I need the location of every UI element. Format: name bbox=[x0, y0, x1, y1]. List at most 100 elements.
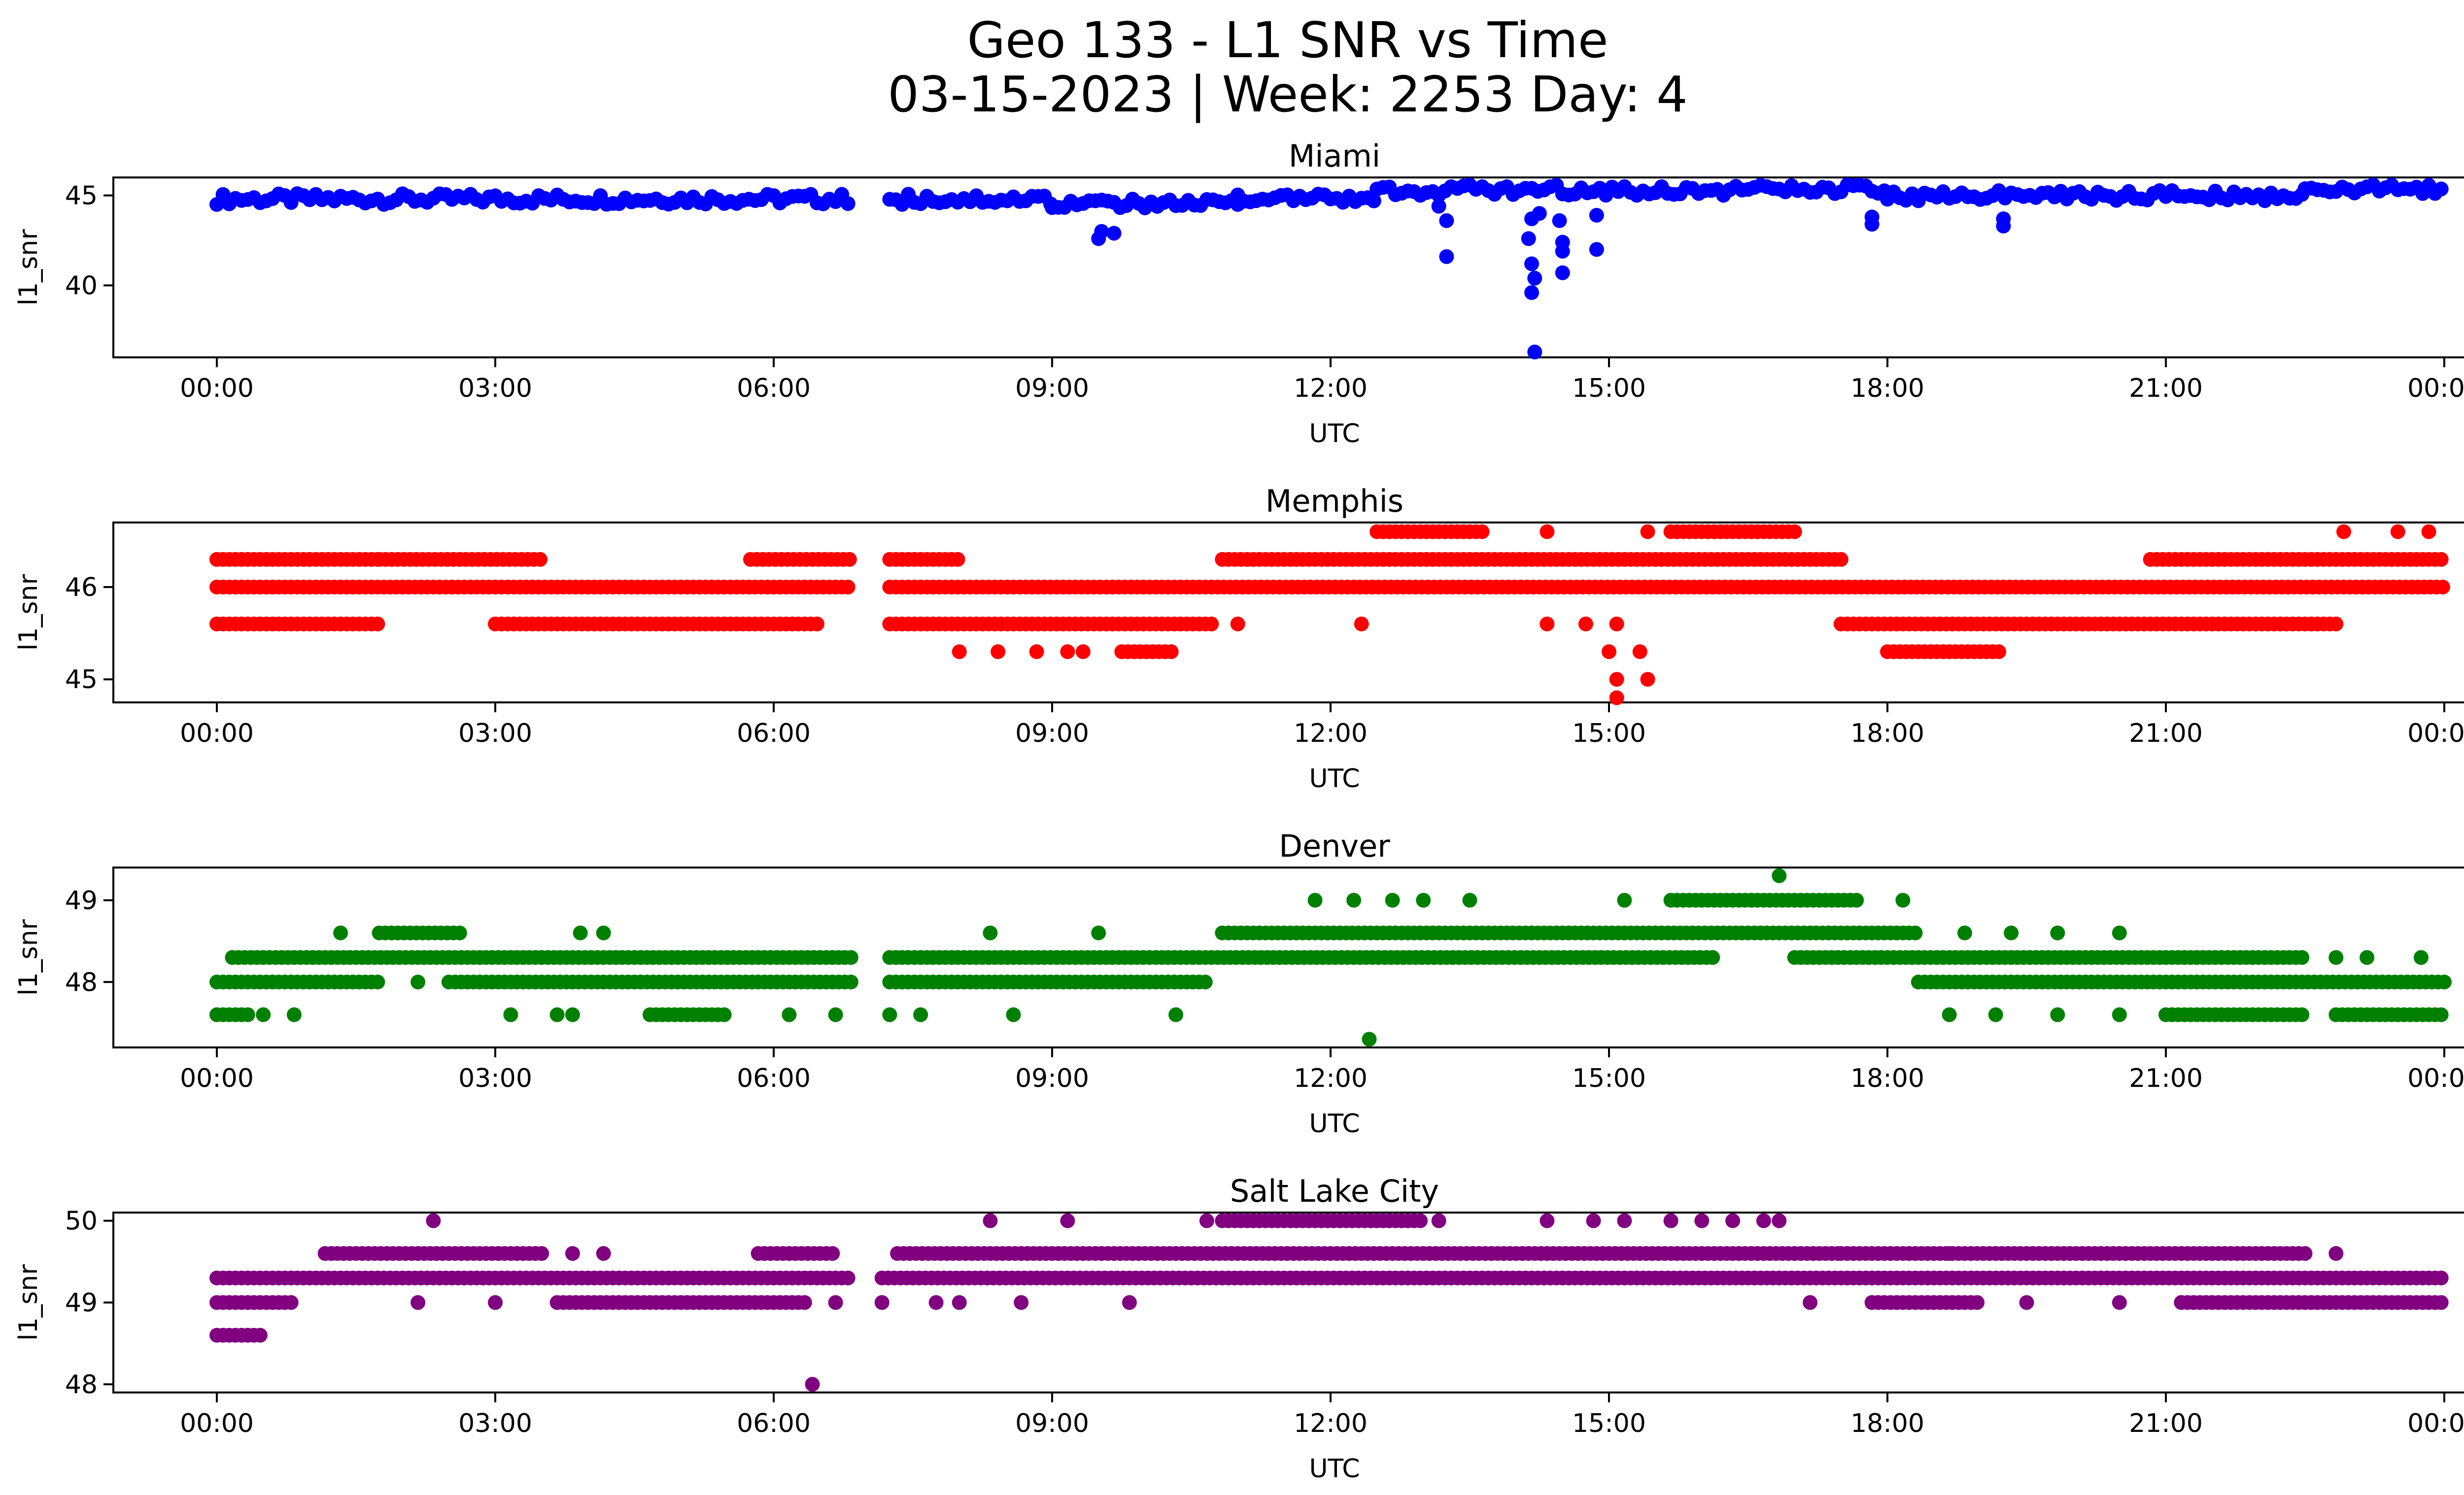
data-point bbox=[1006, 1007, 1021, 1022]
data-point bbox=[1849, 893, 1864, 908]
data-point bbox=[843, 974, 858, 990]
x-tick-label: 15:00 bbox=[1572, 374, 1646, 403]
data-point bbox=[1366, 193, 1381, 209]
data-point bbox=[1640, 524, 1655, 539]
data-point bbox=[1527, 345, 1542, 360]
plot-frame bbox=[112, 1212, 2464, 1393]
data-point bbox=[1988, 1007, 2003, 1022]
data-point bbox=[1413, 1213, 1428, 1228]
data-point bbox=[549, 1007, 565, 1022]
y-axis-label: l1_snr bbox=[14, 229, 43, 306]
plot-frame bbox=[112, 176, 2464, 358]
data-point bbox=[1164, 644, 1179, 660]
x-axis-label: UTC bbox=[1309, 1109, 1360, 1139]
data-point bbox=[1532, 206, 1547, 221]
data-point bbox=[1957, 925, 1972, 940]
data-point bbox=[2019, 1295, 2034, 1310]
x-tick-label: 12:00 bbox=[1294, 1064, 1368, 1093]
data-point bbox=[828, 1295, 843, 1310]
data-point bbox=[1462, 893, 1477, 908]
data-point bbox=[797, 1295, 812, 1310]
x-tick-label: 18:00 bbox=[1850, 1409, 1924, 1438]
x-tick-label: 00:00 bbox=[2407, 1064, 2464, 1093]
data-point bbox=[1772, 1213, 1787, 1228]
data-point bbox=[809, 616, 824, 631]
data-point bbox=[370, 974, 385, 990]
subplot-title: Salt Lake City bbox=[1230, 1173, 1439, 1209]
data-point bbox=[2437, 974, 2452, 990]
data-point bbox=[2112, 1295, 2127, 1310]
data-point bbox=[952, 1295, 967, 1310]
data-point bbox=[952, 644, 967, 660]
data-point bbox=[503, 1007, 518, 1022]
plot-frame bbox=[112, 867, 2464, 1048]
y-tick-label: 49 bbox=[65, 1288, 98, 1318]
data-point bbox=[2328, 1246, 2344, 1261]
data-point bbox=[1439, 213, 1454, 228]
data-point bbox=[2433, 181, 2449, 197]
data-point bbox=[2294, 1007, 2310, 1022]
figure-title-line-1: Geo 133 - L1 SNR vs Time bbox=[967, 11, 1608, 69]
data-point bbox=[596, 925, 611, 940]
data-point bbox=[1555, 243, 1570, 259]
data-point bbox=[2433, 1270, 2449, 1286]
data-point bbox=[1970, 1295, 1985, 1310]
x-tick-label: 21:00 bbox=[2129, 374, 2203, 403]
data-point bbox=[1540, 1213, 1555, 1228]
data-point bbox=[1787, 524, 1802, 539]
data-point bbox=[843, 950, 858, 965]
data-point bbox=[1895, 893, 1911, 908]
x-tick-label: 00:00 bbox=[180, 1409, 254, 1438]
data-point bbox=[1431, 1213, 1446, 1228]
data-point bbox=[2336, 524, 2351, 539]
x-tick-label: 09:00 bbox=[1015, 1409, 1089, 1438]
data-point bbox=[1555, 265, 1570, 280]
data-point bbox=[828, 1007, 843, 1022]
scatter-series bbox=[209, 524, 2450, 705]
y-axis-label: l1_snr bbox=[14, 574, 43, 651]
data-point bbox=[2435, 580, 2450, 594]
data-point bbox=[913, 1007, 928, 1022]
data-point bbox=[2174, 1295, 2189, 1310]
x-tick-label: 15:00 bbox=[1572, 1064, 1646, 1093]
data-point bbox=[983, 1213, 998, 1228]
x-tick-label: 03:00 bbox=[458, 1409, 532, 1438]
data-point bbox=[1060, 644, 1075, 660]
data-point bbox=[1942, 1007, 1957, 1022]
data-point bbox=[565, 1246, 580, 1261]
data-point bbox=[1354, 616, 1369, 631]
x-tick-label: 06:00 bbox=[737, 374, 811, 403]
data-point bbox=[717, 1007, 732, 1022]
data-point bbox=[1385, 893, 1400, 908]
data-point bbox=[452, 925, 467, 940]
data-point bbox=[1609, 616, 1624, 631]
data-point bbox=[840, 196, 856, 211]
data-point bbox=[840, 1270, 856, 1286]
data-point bbox=[1663, 1213, 1678, 1228]
data-point bbox=[240, 1007, 255, 1022]
data-point bbox=[1029, 644, 1044, 660]
x-tick-label: 12:00 bbox=[1294, 719, 1368, 748]
x-tick-label: 06:00 bbox=[737, 719, 811, 748]
x-tick-label: 00:00 bbox=[2407, 1409, 2464, 1438]
data-point bbox=[1864, 209, 1880, 225]
data-point bbox=[426, 1213, 441, 1228]
x-tick-label: 21:00 bbox=[2129, 1064, 2203, 1093]
data-point bbox=[565, 1007, 580, 1022]
data-point bbox=[1705, 950, 1720, 965]
x-tick-label: 00:00 bbox=[2407, 719, 2464, 748]
data-point bbox=[2413, 950, 2429, 965]
data-point bbox=[2433, 552, 2449, 567]
y-tick-label: 49 bbox=[65, 886, 98, 915]
data-point bbox=[534, 1246, 549, 1261]
data-point bbox=[1578, 616, 1593, 631]
x-axis-label: UTC bbox=[1309, 419, 1360, 449]
y-tick-label: 48 bbox=[65, 1370, 98, 1399]
data-point bbox=[874, 1295, 890, 1310]
data-point bbox=[1204, 616, 1219, 631]
data-point bbox=[983, 925, 998, 940]
x-tick-label: 00:00 bbox=[180, 719, 254, 748]
data-point bbox=[782, 1007, 797, 1022]
subplot-title: Denver bbox=[1279, 828, 1390, 864]
